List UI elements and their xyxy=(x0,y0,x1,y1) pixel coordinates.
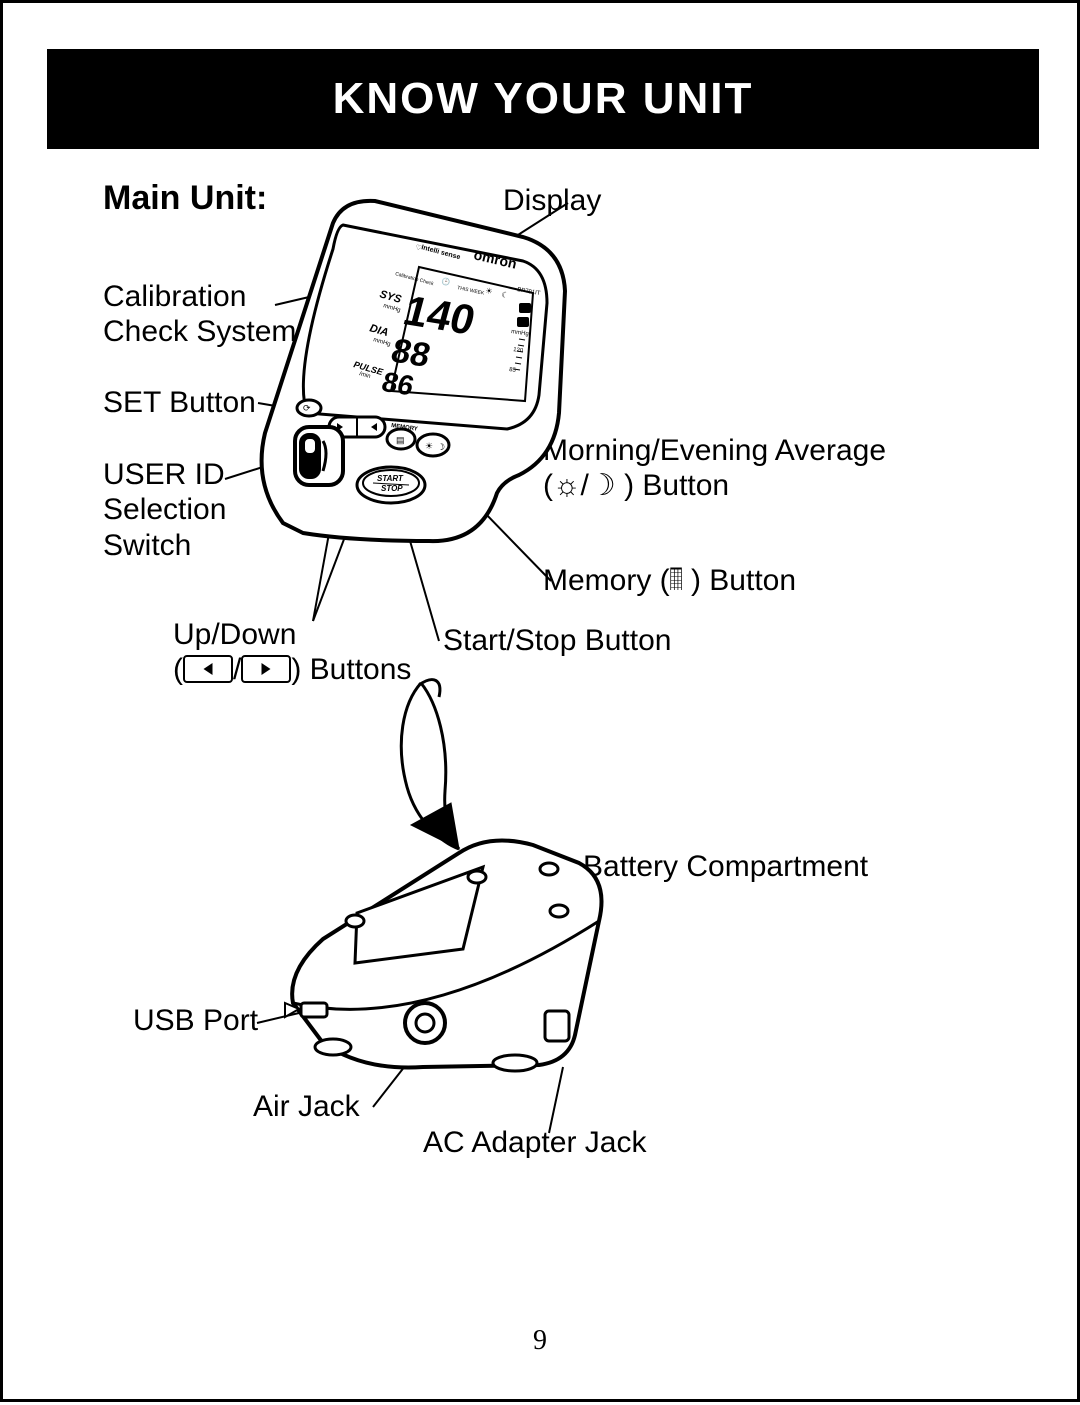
svg-text:Calibration Check: Calibration Check xyxy=(394,271,434,287)
label-set-button: SET Button xyxy=(103,385,256,420)
sun-moon-icon: ☼/☽ xyxy=(553,469,624,502)
memory-icon: 𝄝 xyxy=(670,564,691,597)
svg-text:STOP: STOP xyxy=(381,484,403,493)
svg-text:88: 88 xyxy=(387,332,434,375)
svg-text:☀: ☀ xyxy=(485,286,494,296)
svg-text:SYS: SYS xyxy=(378,288,403,306)
svg-text:♡: ♡ xyxy=(414,243,422,252)
svg-text:▤: ▤ xyxy=(396,435,405,445)
svg-text:mmHg: mmHg xyxy=(511,329,529,337)
svg-text:🕒: 🕒 xyxy=(441,276,452,287)
subheading: Main Unit: xyxy=(103,179,267,218)
flip-arrow-icon xyxy=(401,680,459,849)
svg-text:BP791IT: BP791IT xyxy=(517,287,541,297)
svg-text:mmHg: mmHg xyxy=(372,337,391,348)
label-display: Display xyxy=(503,183,601,218)
label-memory-button: Memory (𝄝 ) Button xyxy=(543,563,796,598)
label-battery-compartment: Battery Compartment xyxy=(583,849,868,884)
svg-text:120: 120 xyxy=(513,347,524,354)
svg-text:omron: omron xyxy=(472,246,518,271)
svg-text:PULSE: PULSE xyxy=(352,359,385,377)
right-arrow-icon xyxy=(241,655,291,683)
label-ac-adapter-jack: AC Adapter Jack xyxy=(423,1125,646,1160)
page-number: 9 xyxy=(3,1325,1077,1357)
label-usb-port: USB Port xyxy=(133,1003,258,1038)
svg-text:☽: ☽ xyxy=(437,442,445,452)
svg-text:mmHg: mmHg xyxy=(382,303,401,314)
svg-text:Intelli sense: Intelli sense xyxy=(420,244,461,261)
label-air-jack: Air Jack xyxy=(253,1089,360,1124)
svg-text:140: 140 xyxy=(399,287,480,343)
label-user-id-switch: USER ID Selection Switch xyxy=(103,457,226,563)
svg-text:☾: ☾ xyxy=(501,290,510,300)
label-calibration-check: Calibration Check System xyxy=(103,279,296,350)
svg-text:☀: ☀ xyxy=(425,441,433,451)
label-morning-evening-avg: Morning/Evening Average (☼/☽ ) Button xyxy=(543,433,886,504)
svg-text:DIA: DIA xyxy=(368,322,390,339)
svg-text:MEMORY: MEMORY xyxy=(391,423,418,433)
left-arrow-icon xyxy=(183,655,233,683)
svg-text:THIS WEEK: THIS WEEK xyxy=(457,285,486,297)
svg-text:⟳: ⟳ xyxy=(303,403,311,413)
svg-text:85: 85 xyxy=(509,367,517,374)
label-start-stop-button: Start/Stop Button xyxy=(443,623,671,658)
svg-text:/min: /min xyxy=(358,371,371,380)
section-title: KNOW YOUR UNIT xyxy=(47,49,1039,149)
svg-text:86: 86 xyxy=(379,366,418,401)
label-updown-buttons: Up/Down (/) Buttons xyxy=(173,617,411,688)
svg-text:START: START xyxy=(377,474,404,483)
